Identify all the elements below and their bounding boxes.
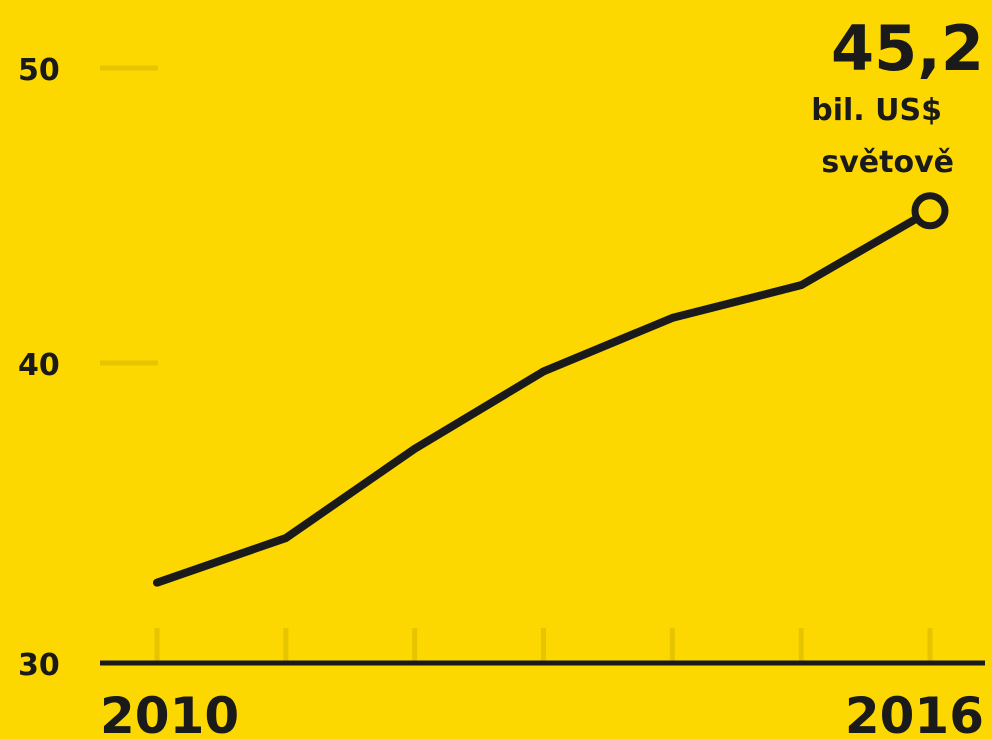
annotation-value: 45,2	[831, 12, 984, 85]
y-tick-label-30: 30	[18, 648, 60, 683]
annotation-unit: bil. US$	[811, 93, 942, 128]
end-annotation: 45,2 bil. US$ světově	[811, 12, 984, 180]
annotation-scope: světově	[821, 145, 954, 180]
series-line	[153, 206, 934, 587]
y-tick-label-50: 50	[18, 53, 60, 88]
end-point-marker	[911, 192, 949, 230]
x-axis-ticks	[154, 628, 933, 663]
x-tick-label-2010: 2010	[100, 687, 239, 739]
y-tick-label-40: 40	[18, 348, 60, 383]
y-axis: 50 40 30	[18, 53, 158, 683]
x-tick-label-2016: 2016	[845, 687, 984, 739]
